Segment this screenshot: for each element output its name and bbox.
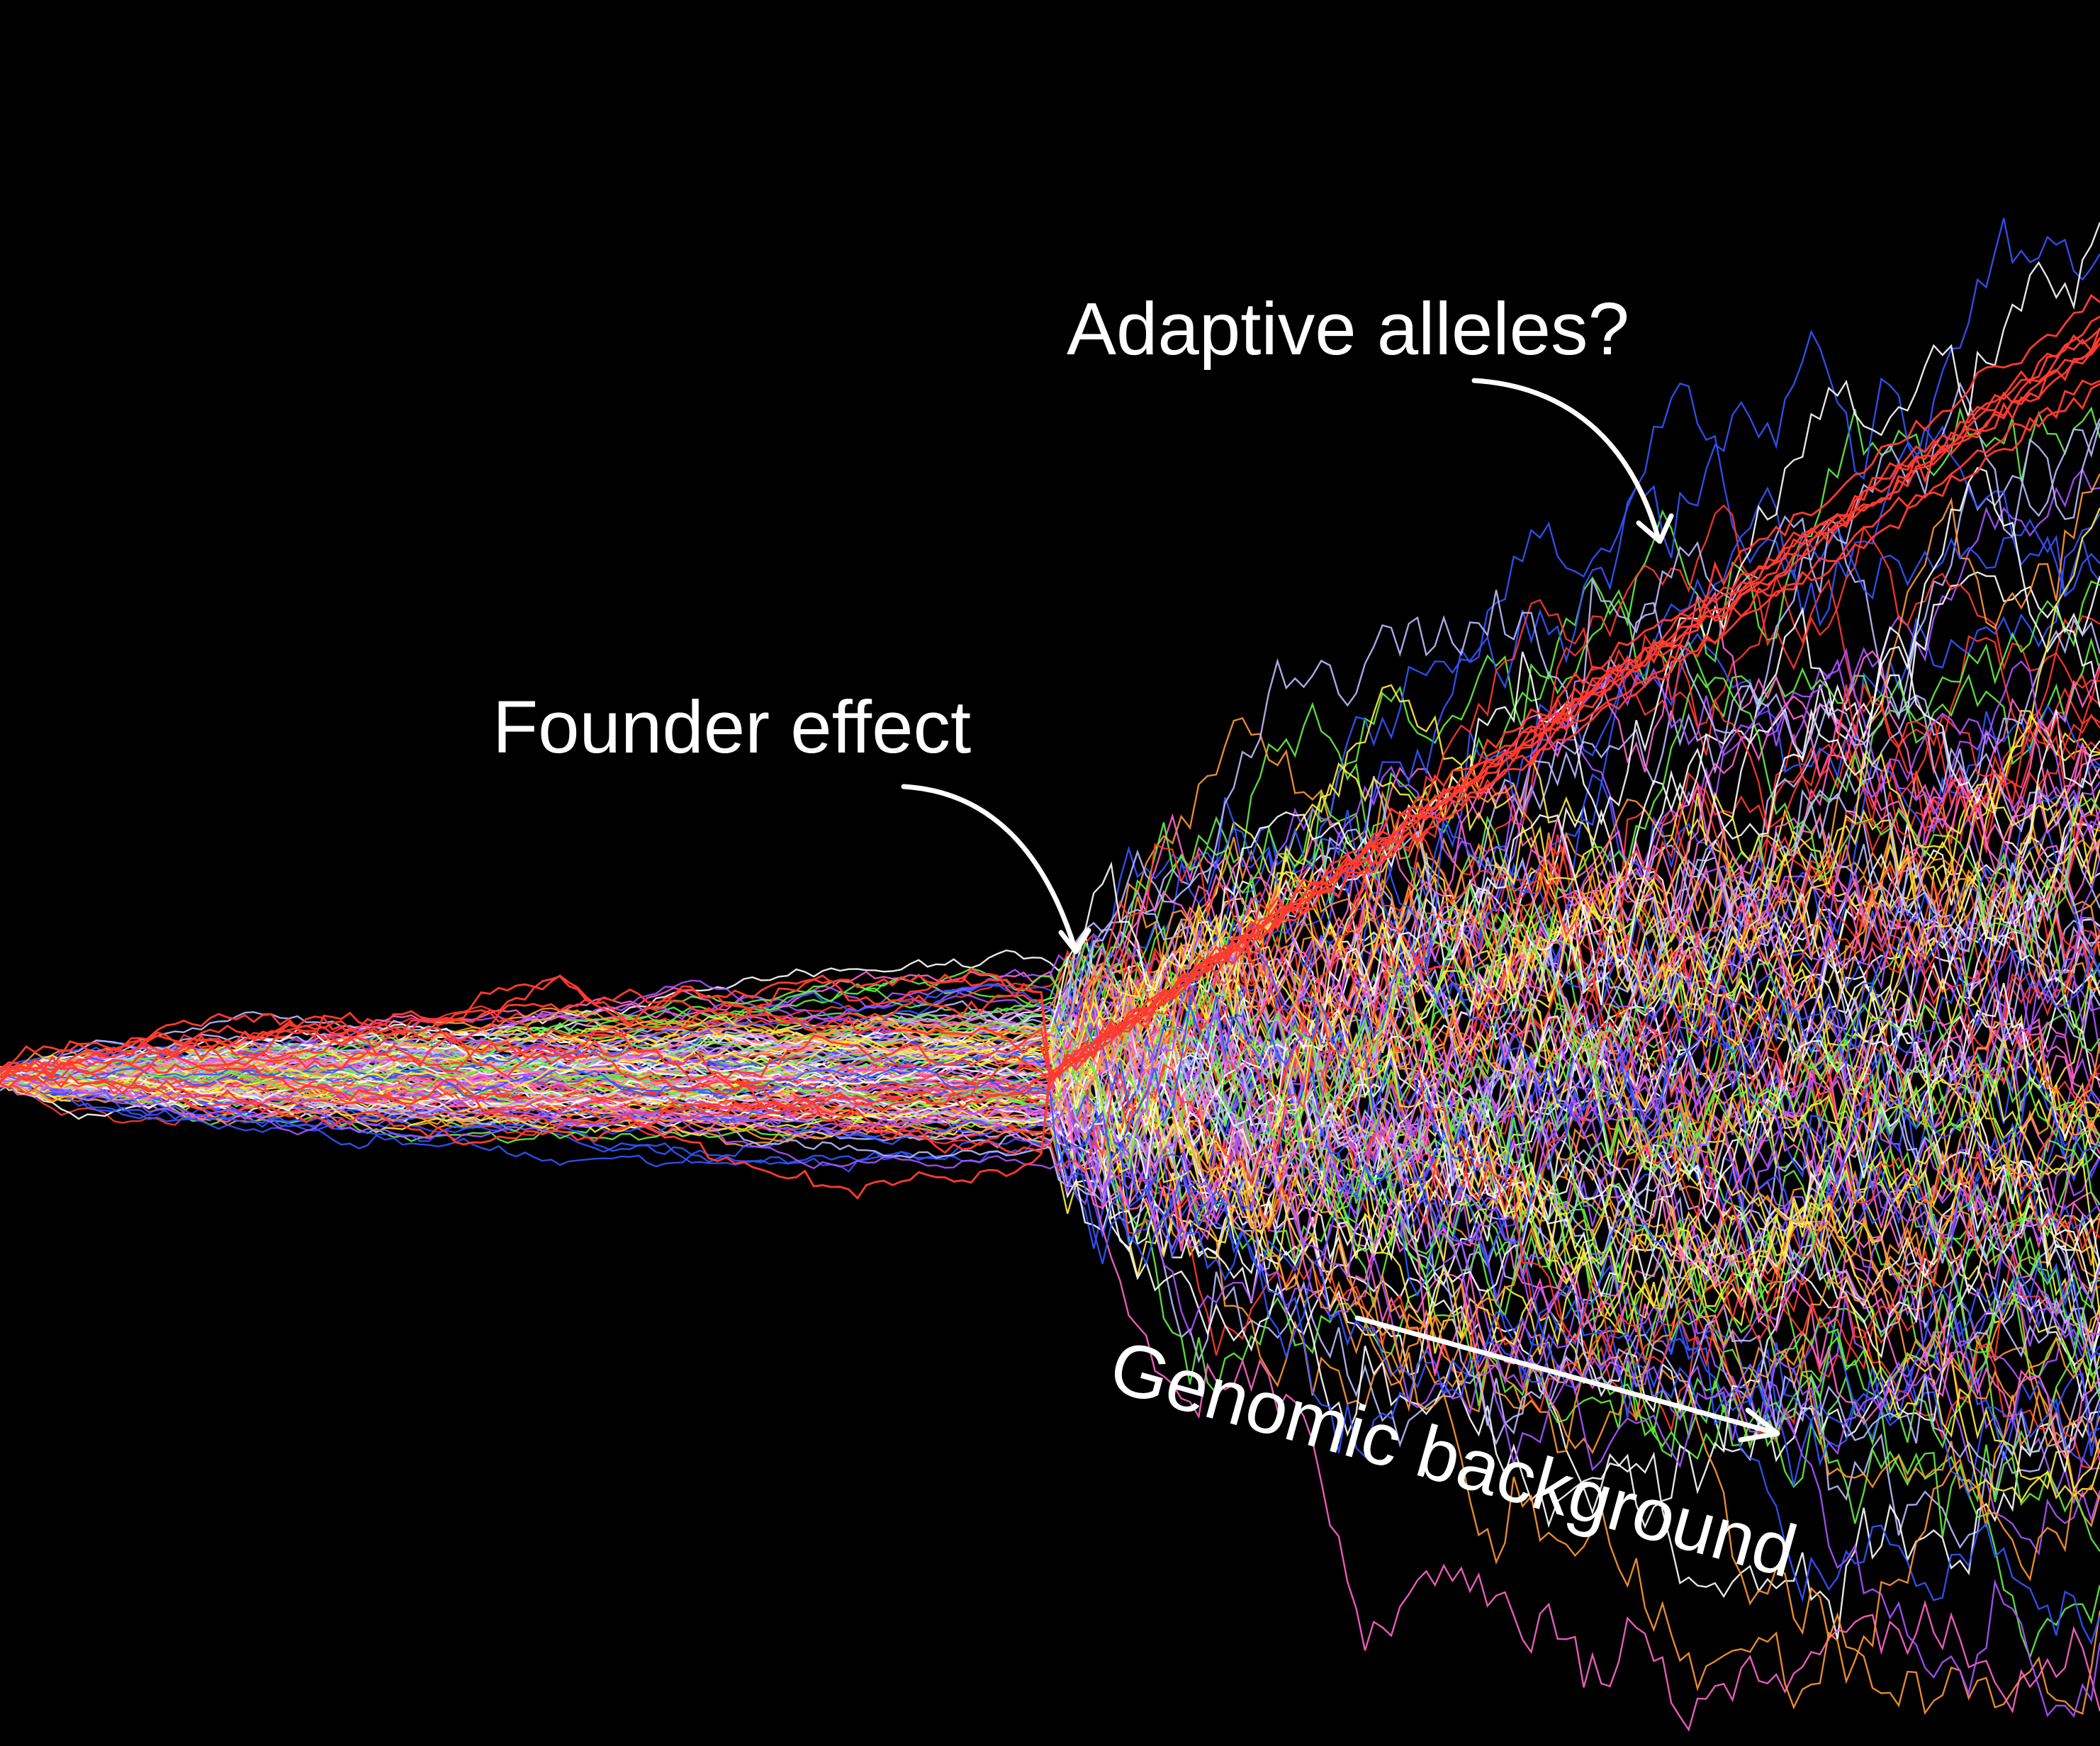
background-trajectory-146 [0,752,2100,1093]
adaptive-alleles-arrow [1471,378,1661,541]
background-trajectory-100 [0,1075,2100,1460]
annotation-founder-effect: Founder effect [493,686,971,769]
background-trajectory-145 [0,945,2100,1166]
background-trajectory-147 [0,797,2100,1159]
background-trajectory-142 [0,1027,2100,1459]
background-trajectory-149 [0,981,2100,1465]
background-trajectory-132 [0,626,2100,1179]
background-trajectory-120 [0,672,2100,1086]
background-trajectory-117 [0,1019,2100,1285]
annotation-adaptive-alleles: Adaptive alleles? [1067,288,1629,371]
adaptive-trajectory-6 [0,327,2100,1154]
adaptive-trajectory-8 [0,342,2100,1076]
background-trajectory-144 [0,1006,2100,1368]
founder-effect-arrowhead [1058,928,1091,954]
genomic-background-arrowhead [1738,1407,1780,1443]
background-trajectory-143 [0,1032,2100,1470]
founder-effect-arrow [901,784,1078,952]
genomic-background-arrow [1354,1315,1778,1436]
background-trajectory-128 [0,821,2100,1219]
background-trajectory-88 [0,782,2100,1088]
series-lines [0,218,2100,1732]
background-trajectory-134 [0,579,2100,1081]
adaptive-alleles-arrowhead [1636,513,1674,544]
background-trajectory-136 [0,920,2100,1245]
background-trajectory-137 [0,922,2100,1492]
background-trajectory-109 [0,763,2100,1282]
